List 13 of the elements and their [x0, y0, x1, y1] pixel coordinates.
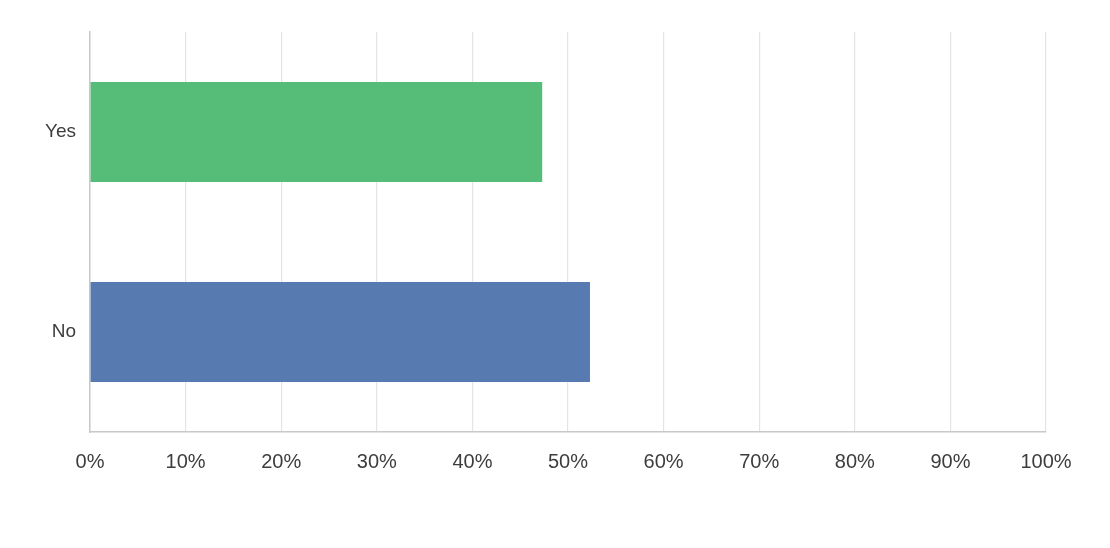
- y-tick-label: No: [51, 320, 76, 342]
- x-tick-label: 10%: [165, 449, 206, 472]
- x-tick-label: 70%: [739, 449, 780, 472]
- x-tick-label: 50%: [547, 449, 589, 472]
- x-tick-label: 20%: [261, 449, 302, 472]
- y-tick-label: Yes: [45, 120, 76, 142]
- x-tick-label: 0%: [75, 449, 105, 472]
- x-tick-label: 90%: [930, 449, 971, 472]
- x-tick-label: 30%: [356, 449, 398, 472]
- x-tick-label: 60%: [643, 449, 684, 472]
- x-tick-label: 80%: [834, 449, 876, 472]
- x-tick-label: 40%: [452, 449, 493, 472]
- x-tick-label: 100%: [1020, 449, 1072, 472]
